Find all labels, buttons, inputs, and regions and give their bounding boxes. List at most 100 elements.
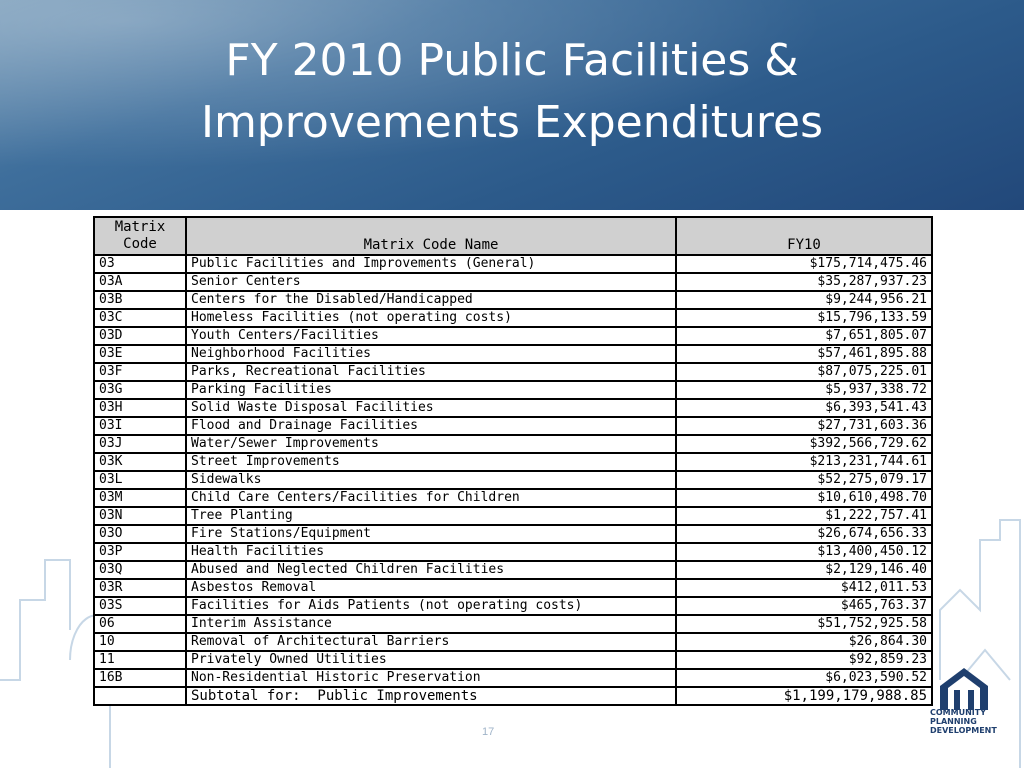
row-amount: $1,222,757.41 [675,506,933,526]
table-row: 03F Parks, Recreational Facilities $87,075… [93,362,933,382]
table-row: 03H Solid Waste Disposal Facilities $6,393… [93,398,933,418]
table-row: 03Q Abused and Neglected Children Facilit… [93,560,933,580]
row-code: 03O [93,524,187,544]
subtotal-label: Subtotal for: Public Improvements [185,686,677,706]
row-amount: $412,011.53 [675,578,933,598]
table-body: 03 Public Facilities and Improvements (Ge… [93,254,933,706]
row-name: Flood and Drainage Facilities [185,416,677,436]
table-row: 10 Removal of Architectural Barriers $26,8… [93,632,933,652]
row-amount: $465,763.37 [675,596,933,616]
table-row: 03N Tree Planting $1,222,757.41 [93,506,933,526]
table-row: 03B Centers for the Disabled/Handicapped $… [93,290,933,310]
row-code: 03C [93,308,187,328]
row-name: Parking Facilities [185,380,677,400]
row-name: Solid Waste Disposal Facilities [185,398,677,418]
row-amount: $10,610,498.70 [675,488,933,508]
table-row: 03 Public Facilities and Improvements (Ge… [93,254,933,274]
row-name: Public Facilities and Improvements (Gene… [185,254,677,274]
column-header-fy10: FY10 [675,216,933,256]
row-code: 03I [93,416,187,436]
row-name: Facilities for Aids Patients (not operat… [185,596,677,616]
row-code: 03J [93,434,187,454]
row-code: 03 [93,254,187,274]
table-row: 03K Street Improvements $213,231,744.61 [93,452,933,472]
table-row: 03D Youth Centers/Facilities $7,651,805.07 [93,326,933,346]
expenditures-table-container: Matrix Code Matrix Code Name FY10 03 Publ… [93,216,933,706]
row-amount: $15,796,133.59 [675,308,933,328]
row-amount: $6,023,590.52 [675,668,933,688]
table-row: 03O Fire Stations/Equipment $26,674,656.33 [93,524,933,544]
row-amount: $5,937,338.72 [675,380,933,400]
row-name: Fire Stations/Equipment [185,524,677,544]
row-code: 03G [93,380,187,400]
row-name: Centers for the Disabled/Handicapped [185,290,677,310]
row-code: 03S [93,596,187,616]
row-code: 03N [93,506,187,526]
row-name: Abused and Neglected Children Facilities [185,560,677,580]
subtotal-row: Subtotal for: Public Improvements $1,199,… [93,686,933,706]
row-code: 03E [93,344,187,364]
row-amount: $9,244,956.21 [675,290,933,310]
row-amount: $92,859.23 [675,650,933,670]
table-header-row: Matrix Code Matrix Code Name FY10 [93,216,933,256]
row-code: 11 [93,650,187,670]
row-amount: $6,393,541.43 [675,398,933,418]
column-header-code-line2: Code [123,236,157,252]
row-code: 03B [93,290,187,310]
table-row: 11 Privately Owned Utilities $92,859.23 [93,650,933,670]
table-row: 03J Water/Sewer Improvements $392,566,729.… [93,434,933,454]
column-header-matrix-code-name: Matrix Code Name [185,216,677,256]
row-amount: $26,674,656.33 [675,524,933,544]
table-row: 03P Health Facilities $13,400,450.12 [93,542,933,562]
table-row: 03E Neighborhood Facilities $57,461,895.88 [93,344,933,364]
row-amount: $13,400,450.12 [675,542,933,562]
row-amount: $392,566,729.62 [675,434,933,454]
table-row: 03S Facilities for Aids Patients (not ope… [93,596,933,616]
row-code: 03H [93,398,187,418]
row-code: 03M [93,488,187,508]
row-code: 10 [93,632,187,652]
table-row: 06 Interim Assistance $51,752,925.58 [93,614,933,634]
expenditures-table: Matrix Code Matrix Code Name FY10 03 Publ… [93,216,933,706]
row-amount: $52,275,079.17 [675,470,933,490]
row-code: 03P [93,542,187,562]
slide-header [0,0,1024,210]
row-code: 03L [93,470,187,490]
house-logo-icon [940,668,988,710]
table-row: 03A Senior Centers $35,287,937.23 [93,272,933,292]
row-amount: $27,731,603.36 [675,416,933,436]
row-name: Neighborhood Facilities [185,344,677,364]
row-amount: $51,752,925.58 [675,614,933,634]
column-header-code-line1: Matrix [114,219,166,235]
row-name: Sidewalks [185,470,677,490]
row-name: Non-Residential Historic Preservation [185,668,677,688]
row-name: Senior Centers [185,272,677,292]
row-name: Child Care Centers/Facilities for Childr… [185,488,677,508]
table-row: 03C Homeless Facilities (not operating co… [93,308,933,328]
row-code: 03A [93,272,187,292]
row-name: Removal of Architectural Barriers [185,632,677,652]
subtotal-amount: $1,199,179,988.85 [675,686,933,706]
row-amount: $213,231,744.61 [675,452,933,472]
row-code: 03D [93,326,187,346]
row-name: Homeless Facilities (not operating costs… [185,308,677,328]
logo-line2: PLANNING [930,717,977,726]
row-name: Interim Assistance [185,614,677,634]
table-row: 03L Sidewalks $52,275,079.17 [93,470,933,490]
row-code: 16B [93,668,187,688]
row-name: Street Improvements [185,452,677,472]
page-number: 17 [482,726,495,738]
table-row: 16B Non-Residential Historic Preservation… [93,668,933,688]
column-header-matrix-code: Matrix Code [93,216,187,256]
table-row: 03M Child Care Centers/Facilities for Chi… [93,488,933,508]
row-amount: $2,129,146.40 [675,560,933,580]
table-row: 03R Asbestos Removal $412,011.53 [93,578,933,598]
slide-title-line1: FY 2010 Public Facilities & [225,35,799,86]
row-code: 03R [93,578,187,598]
logo-line1: COMMUNITY [930,708,987,717]
row-name: Health Facilities [185,542,677,562]
logo-text: COMMUNITY PLANNING DEVELOPMENT [930,708,1024,735]
row-name: Tree Planting [185,506,677,526]
table-row: 03I Flood and Drainage Facilities $27,731,… [93,416,933,436]
row-code: 03Q [93,560,187,580]
